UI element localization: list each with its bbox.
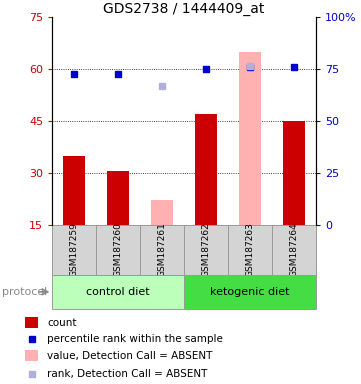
Bar [184, 275, 316, 309]
Text: GSM187260: GSM187260 [114, 222, 123, 277]
Bar [228, 225, 272, 275]
Text: GSM187262: GSM187262 [201, 222, 210, 277]
Bar [52, 275, 184, 309]
Text: GSM187264: GSM187264 [290, 222, 299, 277]
Bar [107, 171, 129, 225]
Text: GSM187263: GSM187263 [245, 222, 255, 277]
Text: control diet: control diet [86, 287, 150, 297]
Bar [25, 317, 38, 328]
Bar [151, 200, 173, 225]
Title: GDS2738 / 1444409_at: GDS2738 / 1444409_at [103, 2, 265, 16]
Bar [25, 350, 38, 361]
Text: value, Detection Call = ABSENT: value, Detection Call = ABSENT [47, 351, 212, 361]
Text: rank, Detection Call = ABSENT: rank, Detection Call = ABSENT [47, 369, 207, 379]
Bar [140, 225, 184, 275]
Bar [239, 52, 261, 225]
Bar [52, 225, 96, 275]
Text: GSM187261: GSM187261 [158, 222, 167, 277]
Text: percentile rank within the sample: percentile rank within the sample [47, 334, 223, 344]
Bar [283, 121, 305, 225]
Bar [195, 114, 217, 225]
Text: count: count [47, 318, 77, 328]
Bar [63, 156, 85, 225]
Text: protocol: protocol [2, 287, 47, 297]
Bar [96, 225, 140, 275]
Text: ketogenic diet: ketogenic diet [210, 287, 290, 297]
Bar [272, 225, 316, 275]
Bar [184, 225, 228, 275]
Text: GSM187259: GSM187259 [70, 222, 79, 277]
